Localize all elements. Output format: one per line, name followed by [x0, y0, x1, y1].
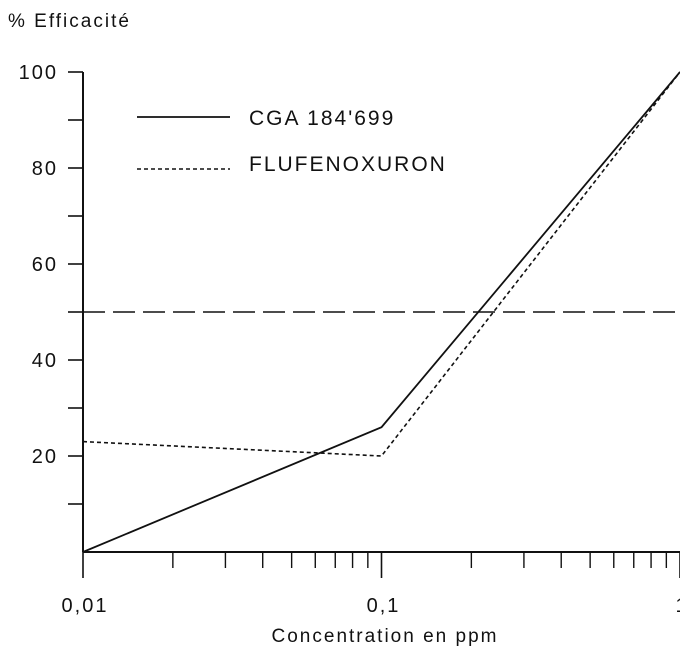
axes: 20 40 60 80 100 0,01 0,1 1 — [19, 62, 680, 617]
legend-label-cga: CGA 184'699 — [249, 107, 395, 130]
x-tick-label: 0,01 — [62, 595, 109, 617]
x-tick-label: 1 — [675, 595, 680, 617]
legend-label-flufenoxuron: FLUFENOXURON — [249, 153, 447, 176]
x-axis-title: Concentration en ppm — [272, 626, 499, 647]
series-line-cga-184699 — [82, 71, 680, 553]
plot-area — [82, 71, 680, 553]
series-line-flufenoxuron — [82, 71, 680, 457]
x-tick-label: 0,1 — [367, 595, 401, 617]
legend: CGA 184'699 FLUFENOXURON — [137, 107, 447, 176]
y-tick-label: 100 — [19, 62, 58, 84]
y-tick-label: 60 — [32, 254, 58, 276]
y-tick-label: 40 — [32, 350, 58, 372]
y-tick-label: 20 — [32, 446, 58, 468]
y-axis-title: % Efficacité — [8, 11, 131, 32]
y-tick-label: 80 — [32, 158, 58, 180]
